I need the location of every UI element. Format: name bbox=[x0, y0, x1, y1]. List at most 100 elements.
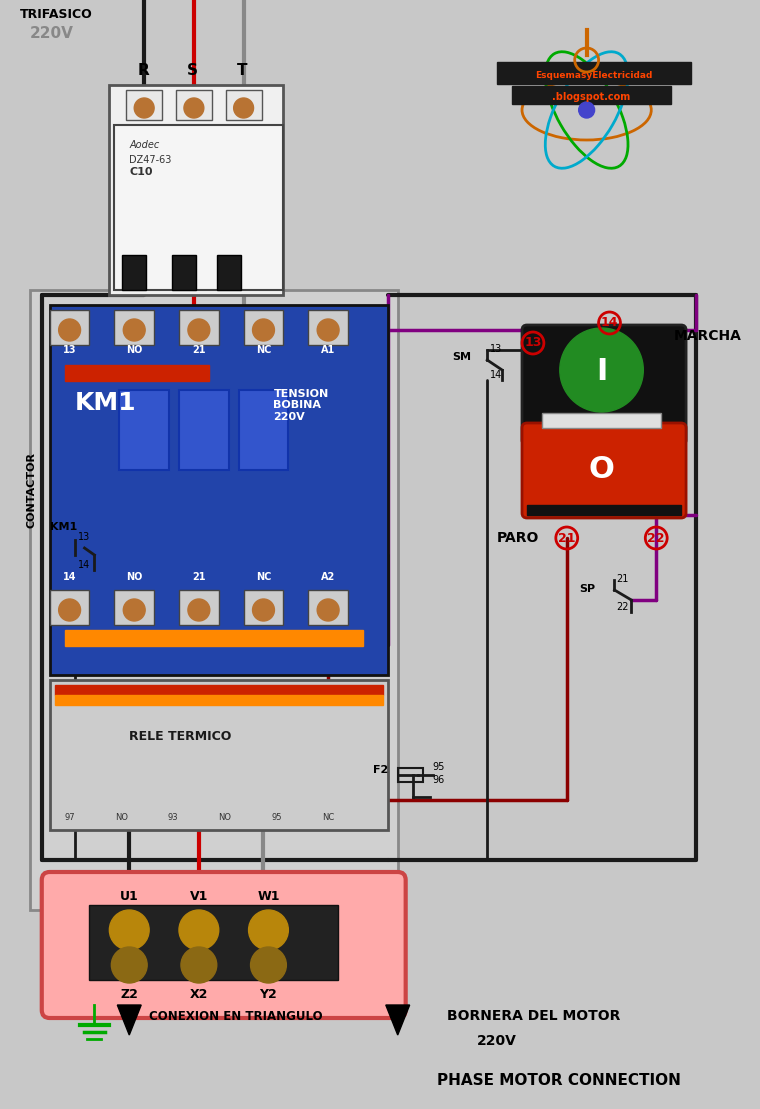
Text: MARCHA: MARCHA bbox=[674, 329, 742, 343]
Text: 21: 21 bbox=[192, 345, 206, 355]
Bar bbox=[527, 505, 681, 515]
Circle shape bbox=[188, 319, 210, 340]
Bar bbox=[172, 255, 196, 289]
Text: 93: 93 bbox=[168, 813, 179, 822]
Bar bbox=[90, 905, 338, 980]
Bar bbox=[49, 680, 388, 830]
Text: R: R bbox=[138, 63, 149, 78]
Circle shape bbox=[188, 599, 210, 621]
Circle shape bbox=[123, 319, 145, 340]
Bar bbox=[114, 590, 154, 625]
Text: RELE TERMICO: RELE TERMICO bbox=[129, 730, 232, 743]
Text: SP: SP bbox=[580, 584, 596, 594]
Bar bbox=[542, 413, 661, 428]
Text: CONEXION EN TRIANGULO: CONEXION EN TRIANGULO bbox=[149, 1010, 323, 1022]
Text: 14: 14 bbox=[600, 316, 619, 329]
Circle shape bbox=[317, 599, 339, 621]
Bar bbox=[179, 311, 219, 345]
Text: 13: 13 bbox=[78, 532, 90, 542]
Text: KM1: KM1 bbox=[74, 391, 136, 415]
Bar bbox=[512, 87, 671, 104]
Bar bbox=[244, 590, 283, 625]
Bar bbox=[179, 390, 229, 470]
Text: 13: 13 bbox=[524, 336, 542, 349]
Circle shape bbox=[560, 328, 643, 413]
Circle shape bbox=[184, 98, 204, 118]
Text: 14: 14 bbox=[490, 370, 502, 380]
Bar bbox=[239, 390, 288, 470]
Circle shape bbox=[233, 98, 254, 118]
Text: 21: 21 bbox=[616, 574, 629, 584]
Circle shape bbox=[59, 599, 81, 621]
Text: A2: A2 bbox=[321, 572, 335, 582]
Text: 95: 95 bbox=[271, 813, 282, 822]
Text: KM1: KM1 bbox=[49, 522, 77, 532]
Text: V1: V1 bbox=[190, 891, 208, 903]
Text: A1: A1 bbox=[321, 345, 335, 355]
Text: 21: 21 bbox=[192, 572, 206, 582]
Text: W1: W1 bbox=[257, 891, 280, 903]
Text: 14: 14 bbox=[78, 560, 90, 570]
Text: 95: 95 bbox=[432, 762, 445, 772]
Bar bbox=[55, 695, 383, 705]
Text: DZ47-63: DZ47-63 bbox=[129, 155, 172, 165]
Circle shape bbox=[317, 319, 339, 340]
Text: Aodec: Aodec bbox=[129, 140, 160, 150]
Bar bbox=[49, 311, 90, 345]
Text: O: O bbox=[588, 456, 615, 485]
Text: NO: NO bbox=[115, 813, 128, 822]
Text: NO: NO bbox=[218, 813, 231, 822]
Text: U1: U1 bbox=[120, 891, 138, 903]
Text: 22: 22 bbox=[648, 531, 665, 545]
FancyBboxPatch shape bbox=[42, 872, 406, 1018]
Text: 22: 22 bbox=[616, 602, 629, 612]
Bar bbox=[65, 365, 209, 381]
Text: Y2: Y2 bbox=[260, 988, 277, 1001]
Text: EsquemasyElectricidad: EsquemasyElectricidad bbox=[535, 71, 652, 81]
Bar bbox=[114, 125, 283, 289]
Text: S: S bbox=[187, 63, 198, 78]
Text: 96: 96 bbox=[432, 775, 445, 785]
Circle shape bbox=[112, 947, 147, 983]
Text: 220V: 220V bbox=[477, 1034, 517, 1048]
FancyBboxPatch shape bbox=[522, 423, 686, 518]
Bar bbox=[109, 85, 283, 295]
Bar bbox=[119, 390, 169, 470]
Text: TENSION
BOBINA
220V: TENSION BOBINA 220V bbox=[274, 389, 328, 423]
Bar bbox=[65, 630, 363, 647]
Bar bbox=[126, 90, 162, 120]
Text: C10: C10 bbox=[129, 167, 153, 177]
Text: BORNERA DEL MOTOR: BORNERA DEL MOTOR bbox=[448, 1009, 621, 1022]
Text: SM: SM bbox=[452, 352, 471, 362]
Bar bbox=[55, 685, 383, 695]
Bar bbox=[397, 769, 423, 782]
Text: 97: 97 bbox=[65, 813, 75, 822]
Text: F2: F2 bbox=[373, 765, 388, 775]
Polygon shape bbox=[386, 1005, 410, 1035]
Text: TRIFASICO: TRIFASICO bbox=[20, 8, 93, 21]
Bar bbox=[226, 90, 261, 120]
Bar bbox=[179, 590, 219, 625]
Text: .blogspot.com: .blogspot.com bbox=[553, 92, 631, 102]
Text: PHASE MOTOR CONNECTION: PHASE MOTOR CONNECTION bbox=[438, 1074, 682, 1088]
Text: T: T bbox=[236, 63, 247, 78]
Text: PARO: PARO bbox=[497, 531, 540, 545]
Text: NC: NC bbox=[256, 572, 271, 582]
Text: NC: NC bbox=[256, 345, 271, 355]
Text: Z2: Z2 bbox=[120, 988, 138, 1001]
Polygon shape bbox=[117, 1005, 141, 1035]
Circle shape bbox=[578, 102, 594, 118]
Circle shape bbox=[135, 98, 154, 118]
Circle shape bbox=[179, 910, 219, 950]
Bar bbox=[244, 311, 283, 345]
Text: NO: NO bbox=[126, 572, 142, 582]
Bar bbox=[497, 62, 691, 84]
Circle shape bbox=[252, 319, 274, 340]
Bar bbox=[217, 255, 241, 289]
Text: X2: X2 bbox=[190, 988, 208, 1001]
Bar bbox=[176, 90, 212, 120]
Bar bbox=[49, 590, 90, 625]
Circle shape bbox=[123, 599, 145, 621]
Circle shape bbox=[251, 947, 287, 983]
FancyBboxPatch shape bbox=[522, 325, 686, 445]
